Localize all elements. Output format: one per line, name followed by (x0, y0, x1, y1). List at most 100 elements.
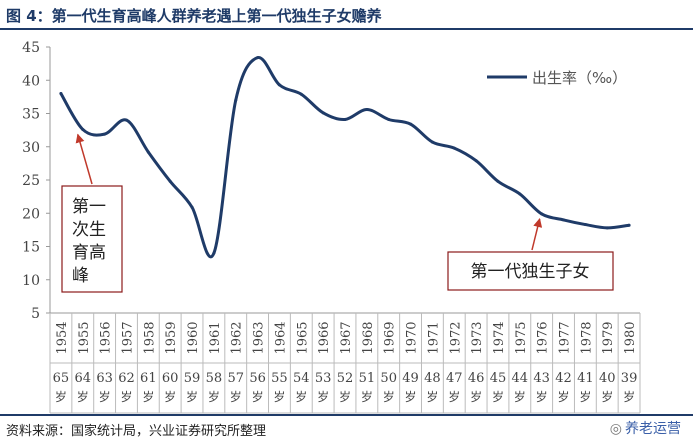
age-unit: 岁 (383, 389, 395, 404)
age-number: 56 (249, 371, 266, 386)
age-unit: 岁 (99, 389, 111, 404)
annotation-first-peak-line: 峰 (72, 266, 89, 286)
y-tick-label: 15 (22, 240, 40, 256)
age-number: 42 (555, 371, 572, 386)
data-point (496, 179, 500, 183)
age-unit: 岁 (558, 389, 570, 404)
age-number: 59 (184, 371, 201, 386)
data-point (59, 92, 63, 96)
annotation-arrow-first-peak (75, 133, 93, 185)
x-tick-label: 1956 (99, 321, 114, 354)
x-tick-label: 1955 (77, 321, 92, 354)
age-unit: 岁 (470, 389, 482, 404)
title-bar: 图 4：第一代生育高峰人群养老遇上第一代独生子女赡养 (0, 0, 693, 30)
x-tick-label: 1962 (230, 321, 245, 354)
data-point (430, 140, 434, 144)
data-point (518, 192, 522, 196)
legend-label: 出生率（‰） (532, 69, 627, 87)
age-unit: 岁 (492, 389, 504, 404)
age-unit: 岁 (361, 389, 373, 404)
data-point (452, 146, 456, 150)
annotation-box-only-child (447, 251, 614, 291)
age-unit: 岁 (120, 389, 132, 404)
x-tick-label: 1966 (317, 321, 332, 354)
source-bar: 资料来源：国家统计局，兴业证券研究所整理 ◎ 养老运营 (0, 414, 693, 441)
x-tick-label: 1954 (55, 321, 70, 354)
x-tick-label: 1961 (208, 321, 223, 354)
y-tick-label: 25 (22, 173, 40, 189)
x-tick-label: 1974 (492, 321, 507, 354)
age-number: 45 (490, 371, 507, 386)
y-tick-label: 30 (22, 140, 40, 156)
annotation-box-first-peak (61, 185, 123, 293)
data-point (277, 83, 281, 87)
y-tick-label: 35 (22, 107, 40, 123)
data-point (627, 223, 631, 227)
y-tick-label: 20 (22, 206, 40, 222)
x-tick-label: 1960 (186, 321, 201, 354)
age-unit: 岁 (317, 389, 329, 404)
data-point (474, 159, 478, 163)
age-unit: 岁 (405, 389, 417, 404)
data-point (234, 98, 238, 102)
x-tick-label: 1976 (536, 321, 551, 354)
y-tick-label: 45 (22, 40, 40, 56)
data-point (562, 218, 566, 222)
age-number: 49 (402, 371, 419, 386)
age-number: 54 (293, 371, 310, 386)
age-unit: 岁 (536, 389, 548, 404)
data-point (343, 117, 347, 121)
age-number: 65 (53, 371, 70, 386)
annotation-first-peak-line: 次生 (72, 220, 106, 240)
x-tick-label: 1972 (448, 321, 463, 354)
age-unit: 岁 (514, 389, 526, 404)
age-number: 58 (206, 371, 223, 386)
age-unit: 岁 (426, 389, 438, 404)
data-point (365, 108, 369, 112)
age-unit: 岁 (339, 389, 351, 404)
age-number: 48 (424, 371, 441, 386)
data-point (103, 132, 107, 136)
age-number: 39 (621, 371, 638, 386)
x-tick-label: 1979 (601, 321, 616, 354)
y-tick-label: 40 (22, 73, 40, 89)
data-point (81, 127, 85, 131)
series-birth-rate (59, 56, 631, 259)
age-unit: 岁 (164, 389, 176, 404)
x-tick-label: 1973 (470, 321, 485, 354)
age-number: 50 (380, 371, 397, 386)
birth-rate-line (59, 56, 631, 259)
x-tick-label: 1971 (426, 321, 441, 354)
age-unit: 岁 (448, 389, 460, 404)
x-tick-label: 1959 (164, 321, 179, 354)
age-unit: 岁 (142, 389, 154, 404)
age-number: 43 (533, 371, 550, 386)
x-tick-label: 1975 (514, 321, 529, 354)
age-unit: 岁 (55, 389, 67, 404)
data-point (540, 212, 544, 216)
age-unit: 岁 (208, 389, 220, 404)
watermark-text: 养老运营 (625, 421, 681, 437)
age-number: 55 (271, 371, 288, 386)
y-tick-label: 10 (22, 273, 40, 289)
age-number: 44 (512, 371, 529, 386)
age-number: 60 (162, 371, 179, 386)
x-tick-label: 1977 (558, 321, 573, 354)
x-tick-label: 1968 (361, 321, 376, 354)
age-number: 40 (599, 371, 616, 386)
x-axis: 1954 1955 1956 1957 1958 1959 1960 1961 1962 1963… (49, 312, 641, 414)
x-tick-label: 1967 (339, 321, 354, 354)
age-unit: 岁 (295, 389, 307, 404)
source-note: 资料来源：国家统计局，兴业证券研究所整理 (6, 424, 267, 439)
age-number: 63 (96, 371, 113, 386)
data-point (124, 118, 128, 122)
data-point (190, 205, 194, 209)
age-unit: 岁 (601, 389, 613, 404)
x-tick-label: 1969 (383, 321, 398, 354)
wechat-icon: ◎ (609, 421, 622, 437)
data-point (256, 56, 260, 60)
watermark: ◎ 养老运营 (610, 418, 681, 438)
age-unit: 岁 (252, 389, 264, 404)
